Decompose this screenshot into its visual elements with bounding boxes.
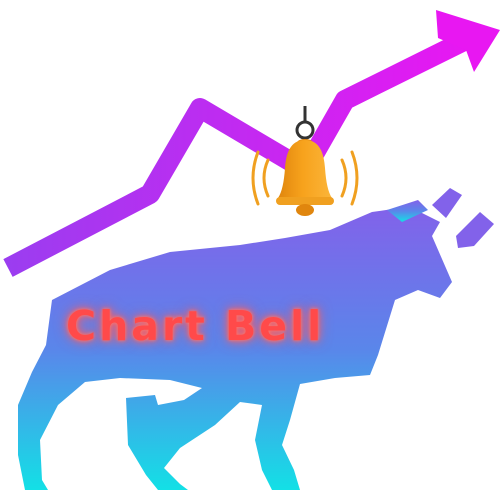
bull-icon bbox=[18, 188, 494, 490]
bell-icon bbox=[251, 106, 359, 216]
rising-arrow-icon bbox=[3, 10, 500, 277]
brand-name: Chart Bell bbox=[66, 302, 325, 350]
